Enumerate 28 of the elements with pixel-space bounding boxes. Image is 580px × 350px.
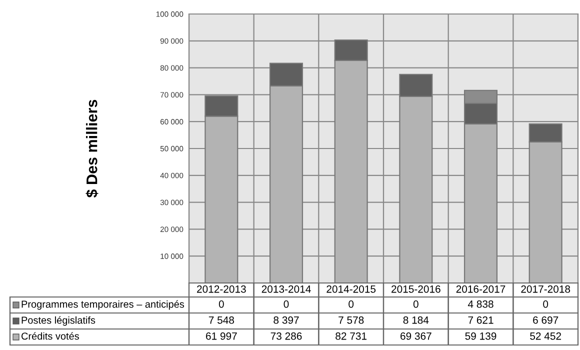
data-label: 0 bbox=[413, 300, 418, 308]
data-label: 8 397 bbox=[274, 316, 299, 324]
legend-label: Crédits votés bbox=[22, 332, 79, 340]
x-tick-label: 2015-2016 bbox=[392, 285, 440, 293]
legend-label: Programmes temporaires – anticipés bbox=[22, 300, 184, 310]
data-label: 8 184 bbox=[403, 316, 429, 324]
x-tick-label: 2013-2014 bbox=[262, 285, 311, 293]
data-label: 73 286 bbox=[270, 332, 302, 340]
legend-label: Postes législatifs bbox=[22, 316, 96, 326]
data-label: 6 697 bbox=[533, 316, 558, 324]
y-axis-title: $ Des milliers bbox=[86, 100, 98, 198]
data-label: 0 bbox=[218, 300, 224, 308]
data-label: 59 139 bbox=[465, 332, 496, 340]
data-label: 4 838 bbox=[468, 300, 494, 308]
data-label: 69 367 bbox=[400, 332, 432, 340]
x-tick-label: 2012-2013 bbox=[197, 285, 246, 293]
data-label: 52 452 bbox=[530, 332, 561, 340]
data-label: 61 997 bbox=[206, 332, 237, 340]
data-label: 0 bbox=[543, 300, 548, 308]
x-tick-label: 2014-2015 bbox=[326, 285, 376, 293]
data-label: 0 bbox=[348, 300, 354, 308]
data-label: 82 731 bbox=[336, 332, 367, 340]
x-tick-label: 2016-2017 bbox=[456, 285, 506, 293]
data-label: 7 621 bbox=[468, 316, 494, 324]
x-tick-label: 2017-2018 bbox=[521, 285, 570, 293]
data-label: 0 bbox=[284, 300, 289, 308]
data-label: 7 548 bbox=[208, 316, 234, 324]
data-label: 7 578 bbox=[338, 316, 364, 324]
